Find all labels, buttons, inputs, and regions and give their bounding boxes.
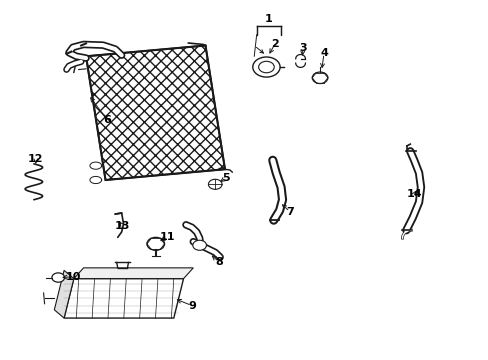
Text: 6: 6	[103, 115, 111, 125]
Text: 1: 1	[264, 14, 272, 24]
Text: 5: 5	[222, 173, 229, 183]
Text: 8: 8	[215, 257, 223, 267]
Polygon shape	[74, 268, 193, 279]
Circle shape	[52, 273, 64, 282]
Circle shape	[208, 179, 222, 189]
Text: 9: 9	[187, 301, 195, 311]
Polygon shape	[86, 45, 224, 180]
Text: 11: 11	[160, 232, 175, 242]
Text: 10: 10	[66, 272, 81, 282]
Circle shape	[258, 61, 274, 73]
Circle shape	[192, 240, 206, 250]
Text: 7: 7	[285, 207, 293, 217]
Circle shape	[147, 237, 164, 250]
Text: 3: 3	[299, 44, 306, 53]
Text: 2: 2	[270, 40, 278, 49]
Text: 4: 4	[319, 48, 327, 58]
Text: 12: 12	[28, 154, 43, 164]
Text: 14: 14	[406, 189, 421, 199]
Polygon shape	[54, 270, 74, 318]
Circle shape	[252, 57, 280, 77]
Circle shape	[312, 72, 327, 84]
Text: 13: 13	[115, 221, 130, 231]
Polygon shape	[64, 279, 183, 318]
